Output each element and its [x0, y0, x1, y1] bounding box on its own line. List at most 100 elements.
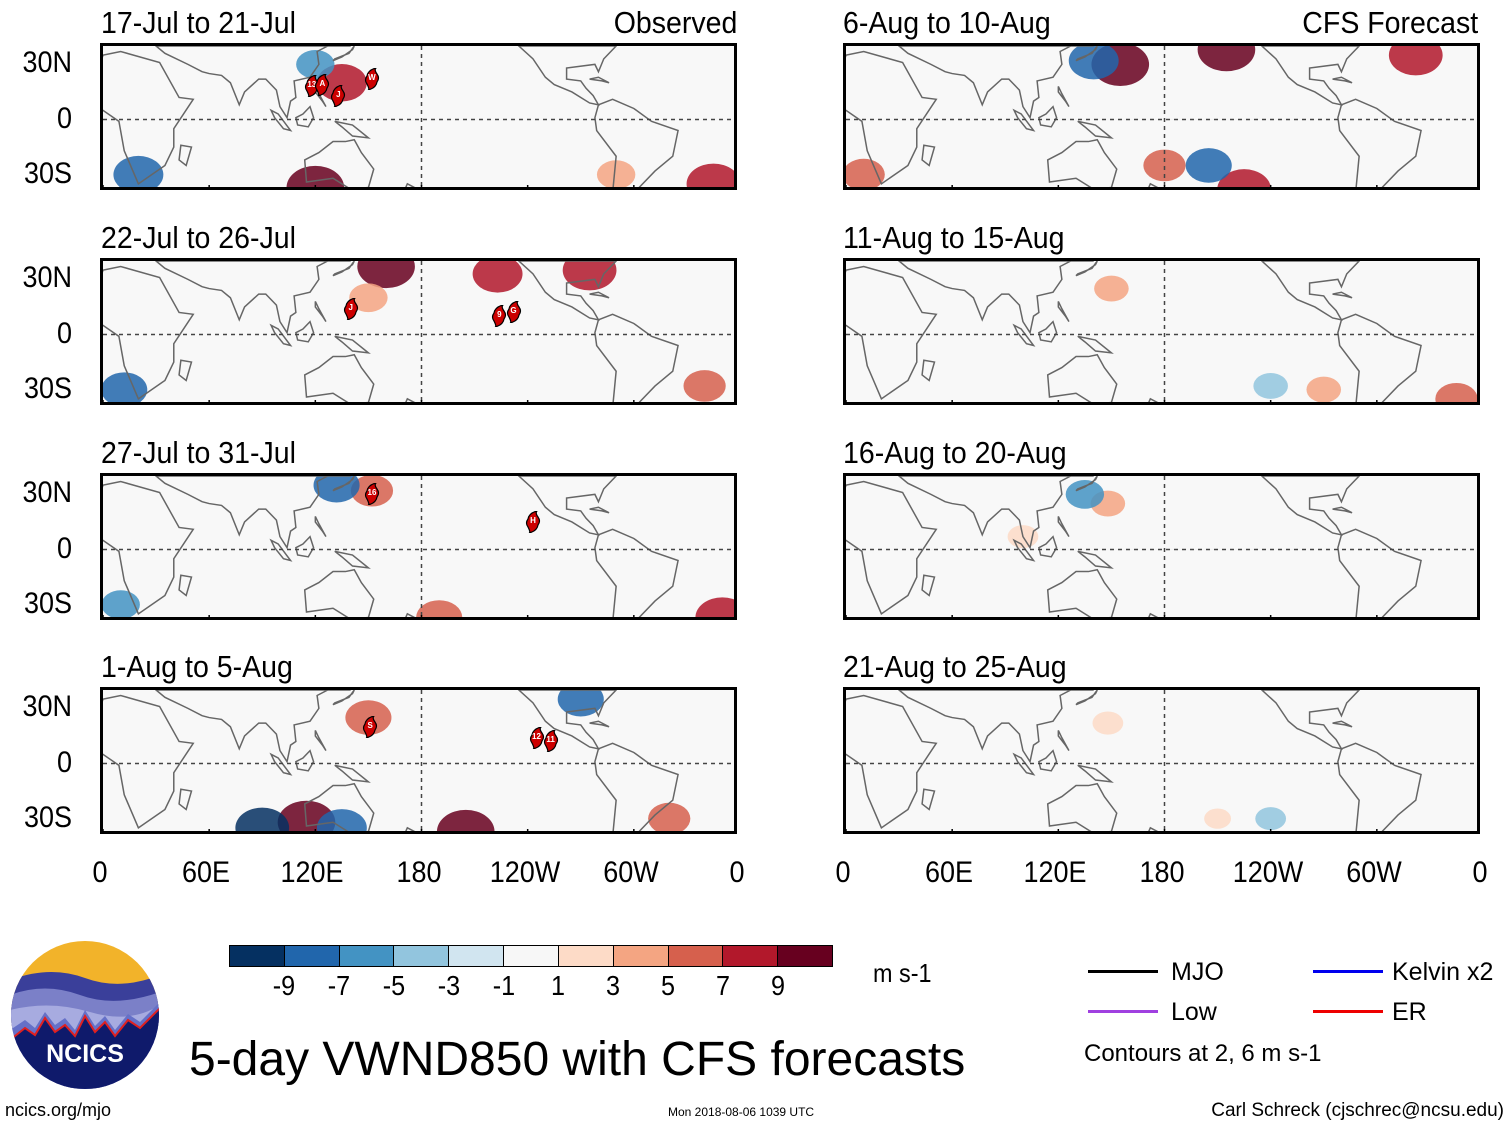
coastline: [1075, 261, 1098, 277]
storm-label: A: [319, 78, 326, 88]
colorbar-tick-label: -1: [492, 970, 515, 1001]
colorbar-tick-label: 3: [606, 970, 621, 1001]
coastline: [897, 46, 1094, 120]
anomaly-cell: [316, 809, 367, 831]
coastline: [332, 261, 355, 277]
coastline: [589, 291, 610, 299]
coastline: [1046, 568, 1118, 617]
storm-marker: 11: [543, 730, 559, 753]
coastline: [334, 120, 371, 139]
storm-label: 12: [532, 731, 541, 741]
coastline: [154, 46, 351, 120]
colorbar-tick-label: -5: [382, 970, 405, 1001]
map-panel: [843, 258, 1480, 405]
y-tick-label: 0: [56, 745, 72, 779]
ncics-logo: NCICS: [11, 941, 159, 1089]
coastline: [1075, 476, 1098, 492]
legend-line-kelvin: [1313, 970, 1383, 973]
anomaly-cell: [113, 155, 164, 187]
coastline: [846, 50, 938, 185]
coastline: [332, 46, 355, 62]
coastline: [1057, 730, 1070, 752]
coastline: [1038, 105, 1058, 128]
coastline: [103, 480, 195, 615]
anomaly-cell: [103, 372, 148, 402]
author-credit: Carl Schreck (cjschrec@ncsu.edu): [1211, 1100, 1504, 1121]
coastline: [1337, 742, 1422, 831]
anomaly-cell: [472, 261, 523, 293]
anomaly-cell: [1255, 807, 1287, 831]
anomaly-cell: [349, 283, 388, 313]
coastline: [1057, 516, 1070, 538]
anomaly-cell: [686, 163, 734, 187]
coastline: [1260, 46, 1361, 106]
coastline: [921, 788, 936, 811]
y-tick-label: 30N: [22, 476, 73, 510]
y-tick-label: 30S: [23, 800, 72, 834]
coastline: [846, 480, 938, 615]
coastline: [334, 764, 371, 783]
coastline: [1332, 76, 1353, 84]
storm-label: 13: [307, 80, 317, 90]
storm-label: W: [368, 73, 376, 83]
anomaly-cell: [436, 809, 495, 831]
coastline: [1077, 550, 1114, 569]
y-tick-label: 30N: [22, 46, 73, 80]
anomaly-cell: [1388, 46, 1443, 76]
site-link[interactable]: ncics.org/mjo: [5, 1100, 112, 1120]
coastline: [154, 690, 351, 764]
coastline: [332, 476, 355, 492]
colorbar-swatch: [613, 946, 669, 966]
storm-label: G: [510, 306, 517, 316]
x-tick-label: 120E: [1023, 856, 1087, 889]
anomaly-cell: [1092, 711, 1124, 735]
coastline: [1148, 826, 1159, 831]
coastline: [178, 359, 193, 382]
anomaly-cell: [596, 160, 636, 187]
colorbar: [229, 945, 833, 967]
y-tick-label: 30S: [23, 156, 72, 190]
anomaly-cell: [1306, 376, 1342, 402]
map-panel: [843, 687, 1480, 834]
colorbar-tick-label: 7: [716, 970, 731, 1001]
legend-line-er: [1313, 1010, 1383, 1013]
coastline: [1012, 752, 1036, 776]
legend-label-kelvin: Kelvin x2: [1392, 958, 1494, 986]
colorbar-swatch: [449, 946, 505, 966]
storm-label: J: [336, 89, 341, 99]
logo-text: NCICS: [46, 1040, 124, 1068]
coastline: [517, 46, 618, 106]
coastline: [405, 397, 416, 402]
map-panel: [843, 43, 1480, 190]
anomaly-cell: [1217, 169, 1271, 187]
x-tick-label: 180: [395, 856, 442, 889]
panel-title: 1-Aug to 5-Aug: [101, 649, 293, 684]
panel-tag: Observed: [613, 5, 737, 40]
x-tick-label: 60E: [182, 856, 231, 889]
coastline: [1148, 397, 1159, 402]
y-tick-label: 0: [56, 316, 72, 350]
panel-title: 11-Aug to 15-Aug: [843, 220, 1065, 255]
coastline: [154, 261, 351, 335]
coastline: [1337, 528, 1422, 617]
coastline: [1077, 120, 1114, 139]
anomaly-cell: [557, 690, 604, 717]
anomaly-cell: [345, 700, 392, 735]
y-tick-label: 30N: [22, 261, 73, 295]
coastline: [1038, 749, 1058, 772]
coastline: [1038, 535, 1058, 558]
x-tick-label: 120W: [489, 856, 560, 889]
panel-title: 21-Aug to 25-Aug: [843, 649, 1067, 684]
legend-line-mjo: [1088, 970, 1158, 973]
storm-marker: 12: [529, 726, 545, 749]
coastline: [314, 730, 327, 752]
coastline: [921, 359, 936, 382]
anomaly-cell: [1068, 46, 1119, 80]
coastline: [846, 265, 938, 400]
coastline: [303, 782, 375, 831]
storm-label: 11: [546, 735, 555, 745]
coastline: [269, 752, 293, 776]
coastline: [1148, 182, 1159, 187]
map-panel: 16 H: [100, 473, 737, 620]
coastline: [594, 742, 679, 831]
